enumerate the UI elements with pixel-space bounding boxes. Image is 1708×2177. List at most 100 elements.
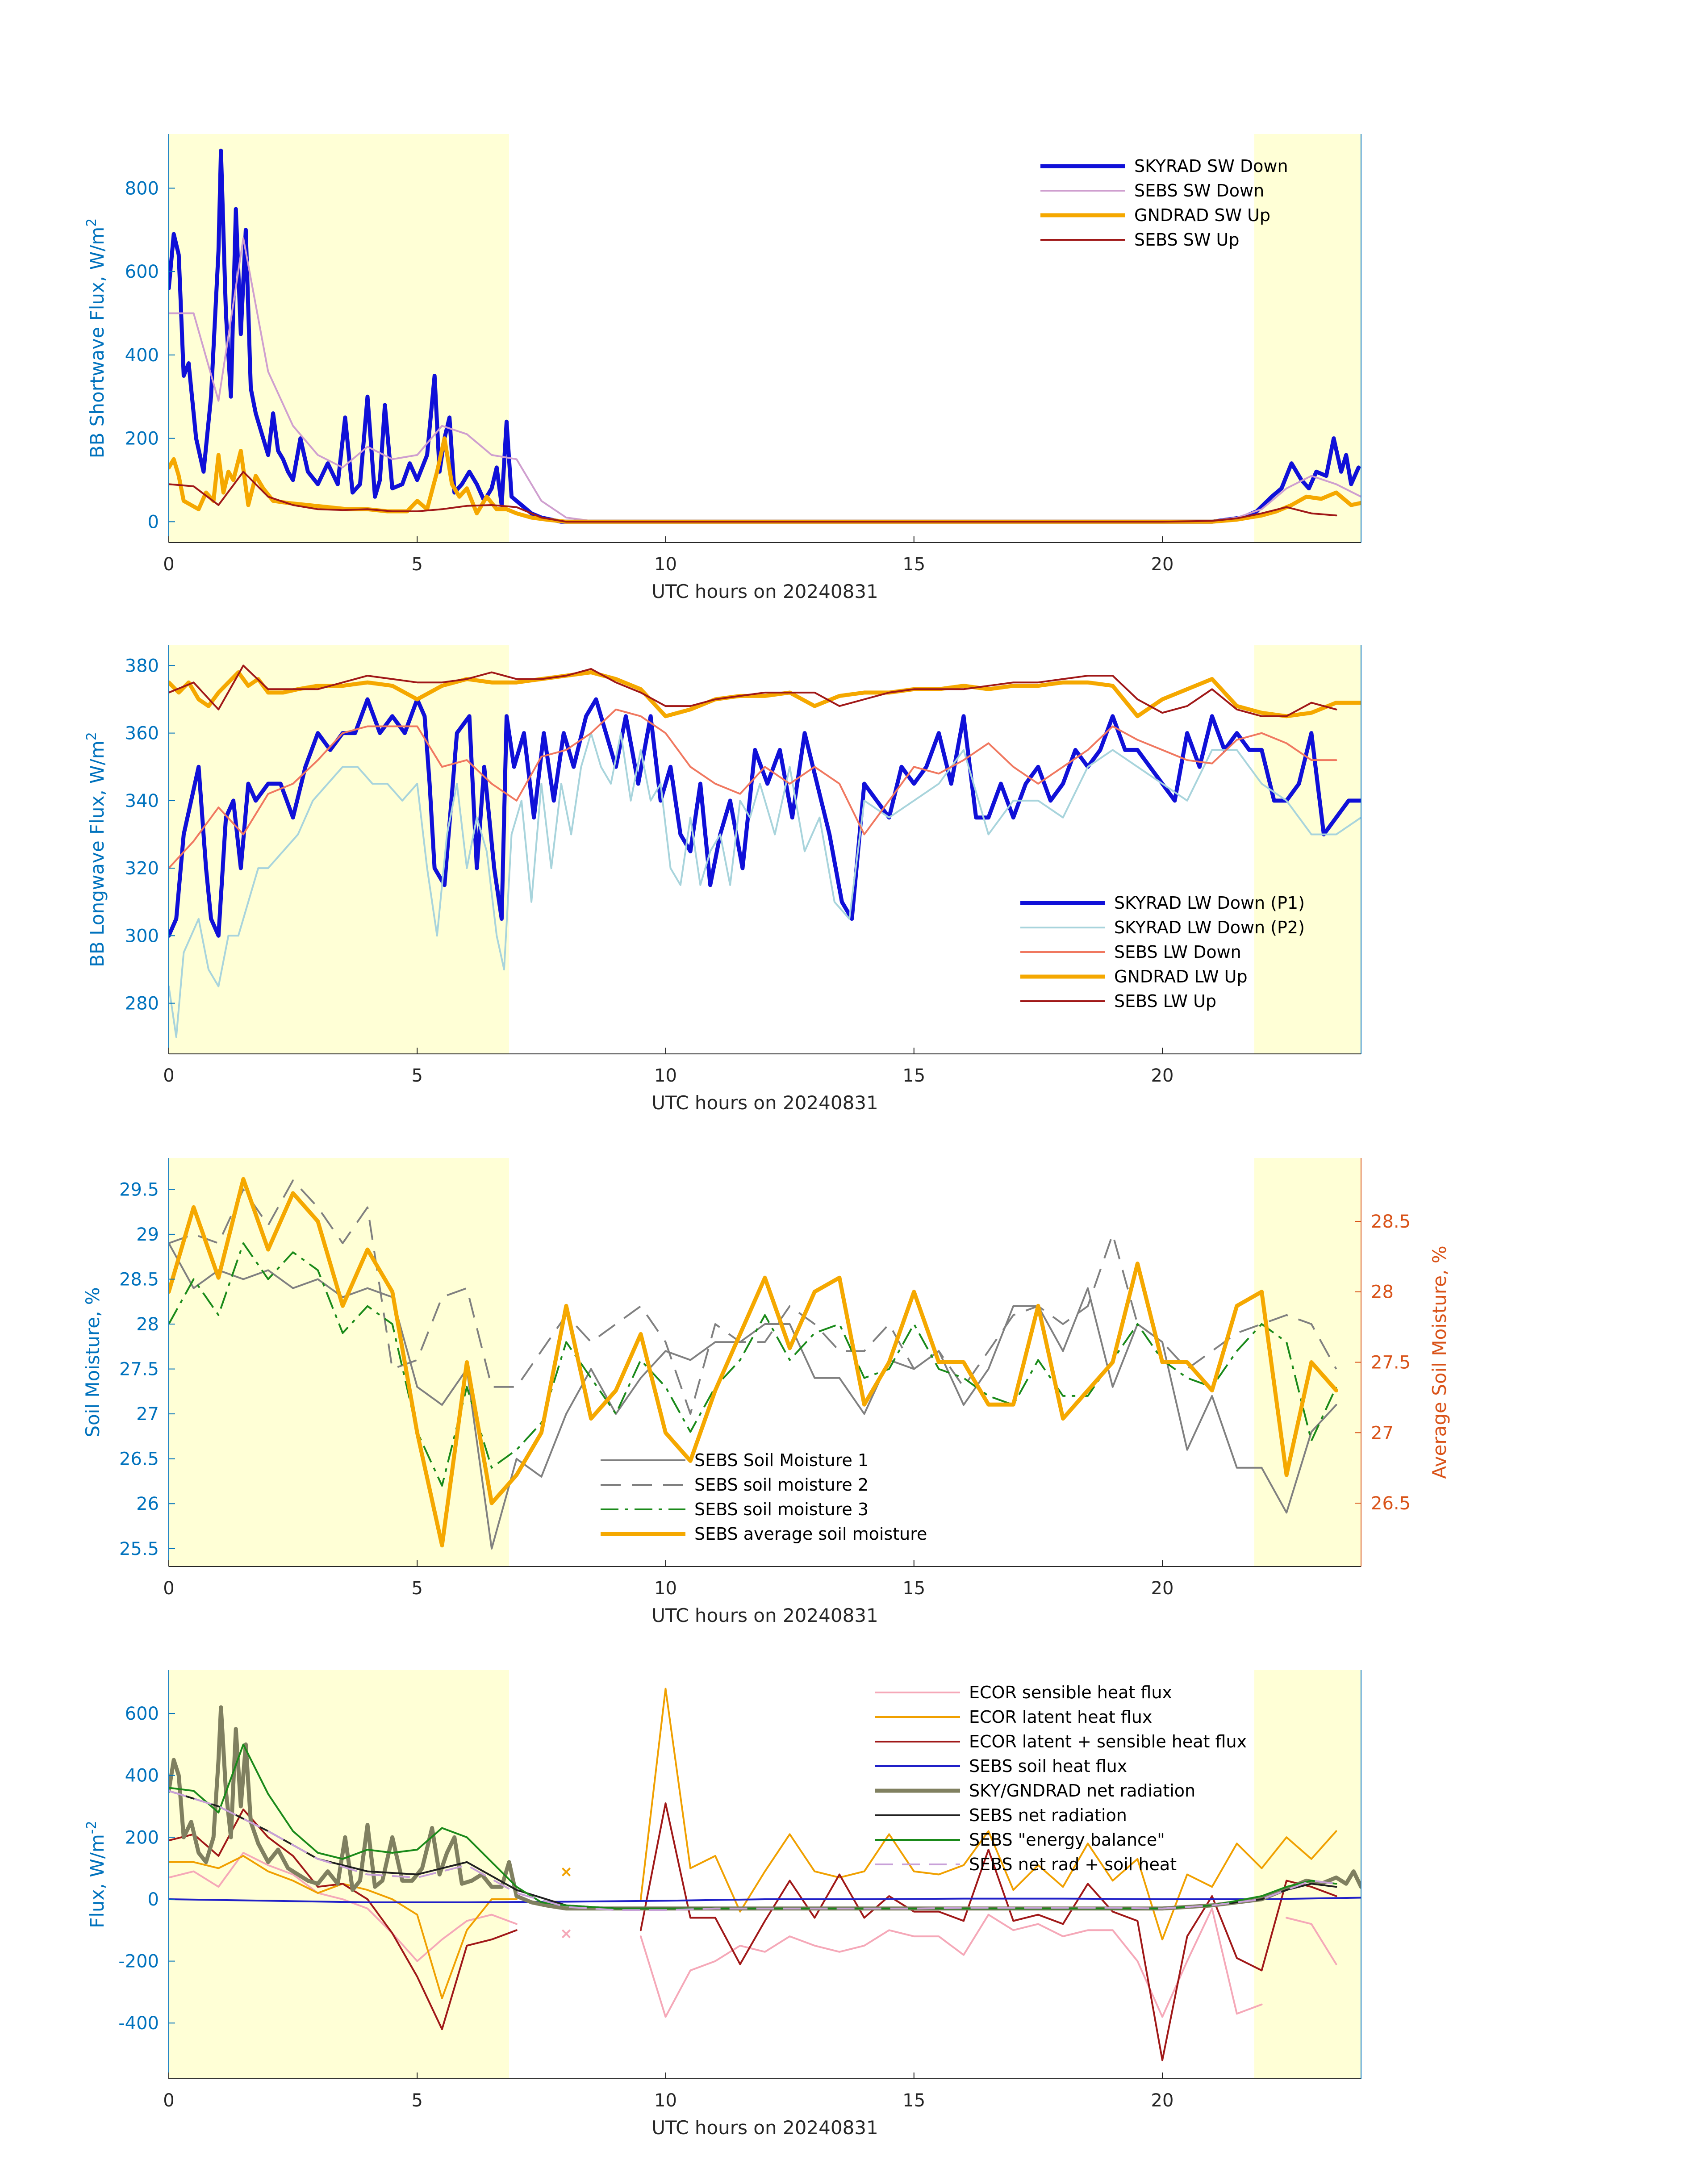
legend-label-ecor-latent-sensible-heat-flux: ECOR latent + sensible heat flux bbox=[969, 1732, 1247, 1751]
y-tick-label: 0 bbox=[148, 1889, 159, 1910]
y-tick-label: 200 bbox=[125, 1827, 159, 1848]
y-tick-label: 600 bbox=[125, 1704, 159, 1724]
y2-tick-label: 26.5 bbox=[1371, 1493, 1411, 1514]
y-axis-label: BB Shortwave Flux, W/m2 bbox=[84, 218, 109, 459]
y-tick-label: 300 bbox=[125, 926, 159, 946]
x-axis-label: UTC hours on 20240831 bbox=[651, 1092, 878, 1114]
legend-label-sebs-net-radiation: SEBS net radiation bbox=[969, 1805, 1127, 1825]
y-tick-label: 29.5 bbox=[119, 1179, 159, 1200]
y-tick-label: -400 bbox=[118, 2013, 159, 2034]
y-tick-label: 320 bbox=[125, 858, 159, 879]
legend-label-sebs-net-rad-soil-heat: SEBS net rad + soil heat bbox=[969, 1855, 1177, 1874]
y2-tick-label: 28 bbox=[1371, 1282, 1394, 1303]
x-tick-label: 15 bbox=[902, 554, 925, 575]
x-tick-label: 0 bbox=[163, 1578, 174, 1599]
series-line-skyrad-lw-down-p2 bbox=[169, 732, 1361, 1038]
longwave-flux-panel: 0 5 10 15 20 280 300 320 340 360 380 UTC hours on 2… bbox=[84, 645, 1361, 1114]
y-tick-label: 360 bbox=[125, 723, 159, 744]
y-tick-label: 26 bbox=[136, 1494, 159, 1514]
data-marker-1: × bbox=[560, 1863, 573, 1881]
x-tick-label: 15 bbox=[902, 1066, 925, 1086]
series-line-sebs-soil-moisture-3 bbox=[169, 1242, 1337, 1487]
y-tick-label: 26.5 bbox=[119, 1449, 159, 1470]
x-tick-label: 15 bbox=[902, 1578, 925, 1599]
x-tick-label: 0 bbox=[163, 2090, 174, 2111]
y-axis-label: BB Longwave Flux, W/m2 bbox=[84, 732, 109, 967]
x-tick-label: 5 bbox=[412, 1578, 423, 1599]
y2-axis-label: Average Soil Moisture, % bbox=[1428, 1245, 1450, 1479]
x-tick-label: 15 bbox=[902, 2090, 925, 2111]
y-tick-label: 800 bbox=[125, 178, 159, 199]
series-line-sebs-net-rad-soil-heat bbox=[169, 1790, 1336, 1911]
legend: SKYRAD LW Down (P1) SKYRAD LW Down (P2) SE… bbox=[1020, 893, 1305, 1011]
night-shading-2 bbox=[1254, 1670, 1361, 2079]
legend-label-sebs-soil-moisture-3: SEBS soil moisture 3 bbox=[694, 1500, 869, 1519]
y-tick-label: 29 bbox=[136, 1224, 159, 1245]
legend-label-sebs-sw-up: SEBS SW Up bbox=[1134, 230, 1239, 250]
series-line-sebs-lw-up bbox=[169, 664, 1337, 717]
x-tick-label: 20 bbox=[1151, 1066, 1174, 1086]
series-group bbox=[169, 148, 1361, 524]
night-shading-1 bbox=[169, 1158, 509, 1567]
x-tick-label: 20 bbox=[1151, 1578, 1174, 1599]
x-tick-label: 5 bbox=[412, 2090, 423, 2111]
legend-label-skyrad-lw-down-p1: SKYRAD LW Down (P1) bbox=[1114, 893, 1305, 913]
x-tick-label: 20 bbox=[1151, 2090, 1174, 2111]
night-shading-2 bbox=[1254, 645, 1361, 1054]
legend-label-gndrad-sw-up: GNDRAD SW Up bbox=[1134, 205, 1270, 225]
legend-label-sebs-average-soil-moisture: SEBS average soil moisture bbox=[694, 1524, 927, 1544]
legend-label-sky-gndrad-net-radiation: SKY/GNDRAD net radiation bbox=[969, 1781, 1195, 1801]
series-line-sebs-average-soil-moisture bbox=[169, 1177, 1338, 1548]
legend: SEBS Soil Moisture 1 SEBS soil moisture 2… bbox=[601, 1450, 927, 1544]
y-tick-label: 400 bbox=[125, 1766, 159, 1786]
series-line-ecor-sensible-heat-flux bbox=[169, 1852, 1337, 2018]
legend-label-ecor-latent-heat-flux: ECOR latent heat flux bbox=[969, 1707, 1152, 1727]
y-tick-label: 200 bbox=[125, 429, 159, 449]
series-line-sebs-soil-heat-flux bbox=[169, 1897, 1361, 1903]
soil-moisture-panel: 0 5 10 15 20 25.5 26 26.5 27 27.5 28 28.5 29 29.5 26.5… bbox=[82, 1158, 1450, 1626]
legend: ECOR sensible heat flux ECOR latent heat … bbox=[875, 1683, 1247, 1874]
x-axis-label: UTC hours on 20240831 bbox=[651, 1605, 878, 1626]
legend-label-sebs-soil-moisture-2: SEBS soil moisture 2 bbox=[694, 1475, 869, 1495]
y-tick-label: 380 bbox=[125, 656, 159, 676]
y2-tick-label: 27.5 bbox=[1371, 1353, 1411, 1373]
x-tick-label: 0 bbox=[163, 554, 174, 575]
x-tick-label: 10 bbox=[654, 554, 677, 575]
surface-energy-flux-panel: × × 0 5 10 15 20 -400 -200 0 200 400 600 UTC hours on… bbox=[84, 1670, 1361, 2139]
y-tick-label: 340 bbox=[125, 791, 159, 811]
y-tick-label: 280 bbox=[125, 994, 159, 1014]
series-line-sebs-sw-up bbox=[169, 471, 1337, 523]
series-line-skyrad-lw-down-p1 bbox=[169, 697, 1361, 938]
y-tick-label: 27.5 bbox=[119, 1359, 159, 1380]
legend-label-skyrad-sw-down: SKYRAD SW Down bbox=[1134, 156, 1288, 176]
x-tick-label: 5 bbox=[412, 554, 423, 575]
legend-label-sebs-energy-balance: SEBS "energy balance" bbox=[969, 1830, 1165, 1850]
night-shading-2 bbox=[1254, 134, 1361, 543]
y-tick-label: 28.5 bbox=[119, 1269, 159, 1290]
x-tick-label: 0 bbox=[163, 1066, 174, 1086]
legend-label-gndrad-lw-up: GNDRAD LW Up bbox=[1114, 967, 1248, 986]
legend-label-sebs-sw-down: SEBS SW Down bbox=[1134, 181, 1264, 201]
x-tick-label: 10 bbox=[654, 2090, 677, 2111]
x-tick-label: 10 bbox=[654, 1066, 677, 1086]
y-tick-label: -200 bbox=[118, 1951, 159, 1972]
legend-label-skyrad-lw-down-p2: SKYRAD LW Down (P2) bbox=[1114, 918, 1305, 937]
series-group bbox=[169, 1688, 1361, 2061]
series-line-sebs-soil-moisture-2 bbox=[169, 1179, 1337, 1415]
series-line-sebs-lw-down bbox=[169, 708, 1337, 869]
legend-label-sebs-soil-moisture-1: SEBS Soil Moisture 1 bbox=[694, 1450, 869, 1470]
y-axis-label: Flux, W/m-2 bbox=[84, 1821, 109, 1928]
series-line-sebs-energy-balance bbox=[169, 1743, 1337, 1910]
x-tick-label: 10 bbox=[654, 1578, 677, 1599]
series-line-ecor-latent-sensible-heat-flux bbox=[169, 1802, 1337, 2061]
y-tick-label: 28 bbox=[136, 1314, 159, 1335]
x-axis-label: UTC hours on 20240831 bbox=[651, 581, 878, 602]
y-tick-label: 27 bbox=[136, 1404, 159, 1425]
series-line-sebs-soil-moisture-1 bbox=[169, 1242, 1337, 1550]
data-marker-2: × bbox=[560, 1925, 573, 1943]
series-group bbox=[169, 1177, 1338, 1550]
y2-tick-label: 27 bbox=[1371, 1423, 1394, 1443]
y-axis-label: Soil Moisture, % bbox=[82, 1287, 104, 1437]
legend-label-ecor-sensible-heat-flux: ECOR sensible heat flux bbox=[969, 1683, 1172, 1702]
